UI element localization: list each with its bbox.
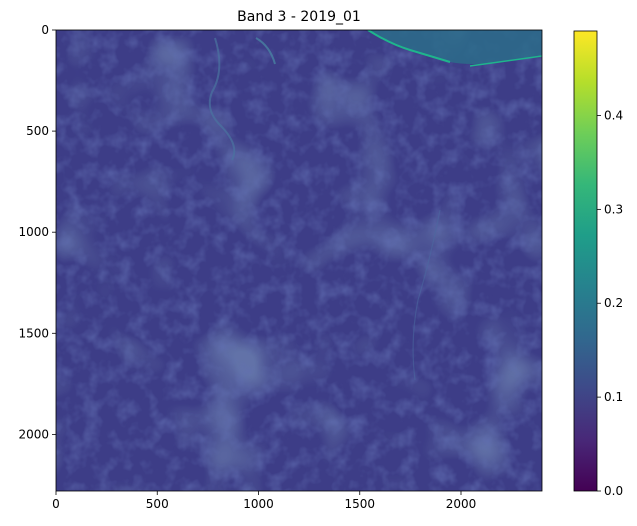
water-shoreline: [367, 30, 451, 63]
river-line: [255, 37, 276, 65]
x-axis: 0 500 1000 1500 2000: [52, 491, 476, 511]
y-tick-label: 2000: [18, 427, 49, 441]
river-line: [208, 37, 236, 161]
y-tick-label: 1500: [18, 326, 49, 340]
colorbar-gradient: [573, 30, 598, 492]
raster-image: [56, 30, 542, 491]
x-tick-label: 1500: [344, 497, 375, 511]
colorbar-tick-label: 0.2: [604, 296, 623, 310]
colorbar: 0.0 0.1 0.2 0.3 0.4: [573, 30, 623, 498]
river-line: [412, 209, 441, 381]
water-shoreline-right: [469, 55, 542, 67]
axes-frame: [55, 29, 543, 492]
x-tick-label: 2000: [446, 497, 477, 511]
raster-texture-fine: [56, 30, 542, 491]
colorbar-tick-label: 0.0: [604, 484, 623, 498]
colorbar-tick-label: 0.1: [604, 390, 623, 404]
x-tick-label: 0: [52, 497, 60, 511]
x-tick-label: 1000: [243, 497, 274, 511]
y-tick-label: 500: [26, 124, 49, 138]
y-axis: 0 500 1000 1500 2000: [18, 23, 56, 441]
y-tick-label: 0: [41, 23, 49, 37]
colorbar-tick-label: 0.4: [604, 108, 623, 122]
colorbar-tick-label: 0.3: [604, 202, 623, 216]
chart-title: Band 3 - 2019_01: [237, 9, 361, 25]
x-tick-label: 500: [146, 497, 169, 511]
y-tick-label: 1000: [18, 225, 49, 239]
colorbar-ticks: 0.0 0.1 0.2 0.3 0.4: [597, 108, 623, 498]
water-body: [368, 30, 542, 64]
